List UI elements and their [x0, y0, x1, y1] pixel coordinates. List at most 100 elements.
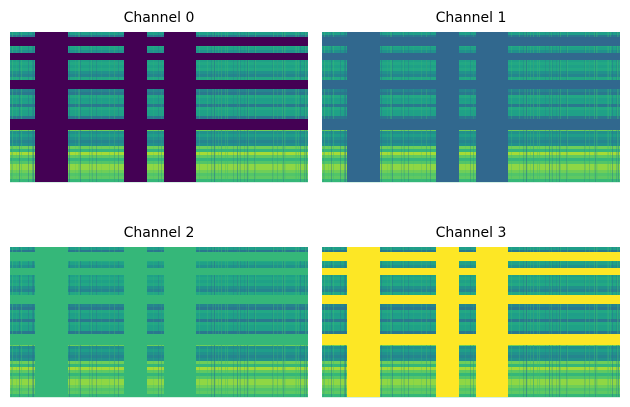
spectrogram-row — [322, 134, 620, 138]
spectrogram-streak — [12, 247, 13, 397]
spectrogram-streak — [608, 247, 609, 397]
spectrogram-row — [10, 391, 308, 395]
spectrogram-row — [10, 265, 308, 269]
spectrogram-row — [322, 280, 620, 284]
spectrogram-streak — [559, 32, 560, 182]
spectrogram-streak — [114, 32, 115, 182]
spectrogram-row — [322, 325, 620, 329]
spectrogram-row — [322, 385, 620, 389]
frequency-mask — [10, 119, 308, 130]
frequency-mask — [322, 252, 620, 261]
spectrogram-row — [322, 262, 620, 266]
time-mask — [35, 32, 68, 182]
spectrogram-streak — [607, 32, 608, 182]
spectrogram-streak — [92, 32, 93, 182]
spectrogram-row — [322, 283, 620, 287]
spectrogram-row — [322, 152, 620, 156]
frequency-mask — [322, 53, 620, 60]
spectrogram-streak — [526, 247, 527, 397]
spectrogram-streak — [254, 32, 255, 182]
spectrogram-row — [322, 277, 620, 281]
spectrogram-streak — [539, 32, 540, 182]
spectrogram-streak — [227, 247, 228, 397]
spectrogram-streak — [28, 32, 29, 182]
spectrogram-streak — [403, 247, 404, 397]
spectrogram-row — [10, 68, 308, 72]
spectrogram-streak — [473, 32, 474, 182]
time-mask — [164, 32, 196, 182]
spectrogram-row — [322, 146, 620, 150]
spectrogram-streak — [296, 32, 297, 182]
spectrogram-streak — [381, 247, 382, 397]
spectrogram-streak — [610, 247, 611, 397]
spectrogram-row — [10, 355, 308, 359]
spectrogram-streak — [273, 247, 274, 397]
spectrogram-streak — [558, 32, 559, 182]
spectrogram-streak — [523, 32, 524, 182]
spectrogram-streak — [212, 32, 213, 182]
spectrogram-streak — [381, 32, 382, 182]
spectrogram-row — [322, 304, 620, 308]
spectrogram-row — [10, 62, 308, 66]
spectrogram-row — [10, 364, 308, 368]
spectrogram-streak — [237, 247, 238, 397]
spectrogram-streak — [519, 32, 520, 182]
spectrogram-row — [322, 98, 620, 102]
spectrogram-row — [322, 176, 620, 180]
spectrogram-row — [10, 113, 308, 117]
spectrogram-row — [10, 349, 308, 353]
spectrogram-streak — [616, 247, 617, 397]
spectrogram-streak — [300, 247, 301, 397]
spectrogram-streak — [597, 247, 598, 397]
spectrogram-streak — [340, 247, 341, 397]
spectrogram-streak — [596, 247, 597, 397]
spectrogram-streak — [345, 247, 346, 397]
spectrogram-streak — [213, 247, 214, 397]
spectrogram-streak — [227, 32, 228, 182]
spectrogram-streak — [333, 32, 334, 182]
spectrogram-streak — [239, 247, 240, 397]
spectrogram-streak — [589, 247, 590, 397]
spectrogram-row — [10, 95, 308, 99]
spectrogram-row — [10, 59, 308, 63]
spectrogram-streak — [608, 32, 609, 182]
spectrogram-row — [10, 143, 308, 147]
spectrogram-streak — [89, 32, 90, 182]
spectrogram-row — [10, 47, 308, 51]
spectrogram-streak — [285, 247, 286, 397]
spectrogram-streak — [465, 247, 466, 397]
spectrogram-row — [322, 313, 620, 317]
spectrogram-row — [322, 373, 620, 377]
spectrogram-streak — [240, 247, 241, 397]
spectrogram-streak — [16, 32, 17, 182]
spectrogram-streak — [283, 247, 284, 397]
spectrogram-row — [10, 32, 308, 36]
spectrogram-row — [322, 307, 620, 311]
spectrogram-row — [10, 307, 308, 311]
spectrogram-row — [10, 107, 308, 111]
spectrogram-streak — [153, 247, 154, 397]
spectrogram-streak — [277, 247, 278, 397]
spectrogram-row — [10, 155, 308, 159]
spectrogram-streak — [473, 247, 474, 397]
spectrogram-streak — [300, 32, 301, 182]
spectrogram-streak — [211, 247, 212, 397]
spectrogram-streak — [549, 247, 550, 397]
spectrogram-streak — [526, 32, 527, 182]
spectrogram-streak — [277, 247, 278, 397]
spectrogram-streak — [273, 32, 274, 182]
spectrogram-streak — [551, 32, 552, 182]
spectrogram-row — [322, 364, 620, 368]
spectrogram-streak — [612, 247, 613, 397]
spectrogram-row — [322, 319, 620, 323]
spectrogram-streak — [79, 247, 80, 397]
spectrogram-row — [322, 95, 620, 99]
spectrogram-streak — [519, 247, 520, 397]
spectrogram-row — [10, 89, 308, 93]
spectrogram-row — [322, 149, 620, 153]
spectrogram-row — [322, 316, 620, 320]
spectrogram-row — [322, 292, 620, 296]
spectrogram-streak — [426, 247, 427, 397]
spectrogram-streak — [33, 32, 34, 182]
spectrogram-streak — [248, 32, 249, 182]
